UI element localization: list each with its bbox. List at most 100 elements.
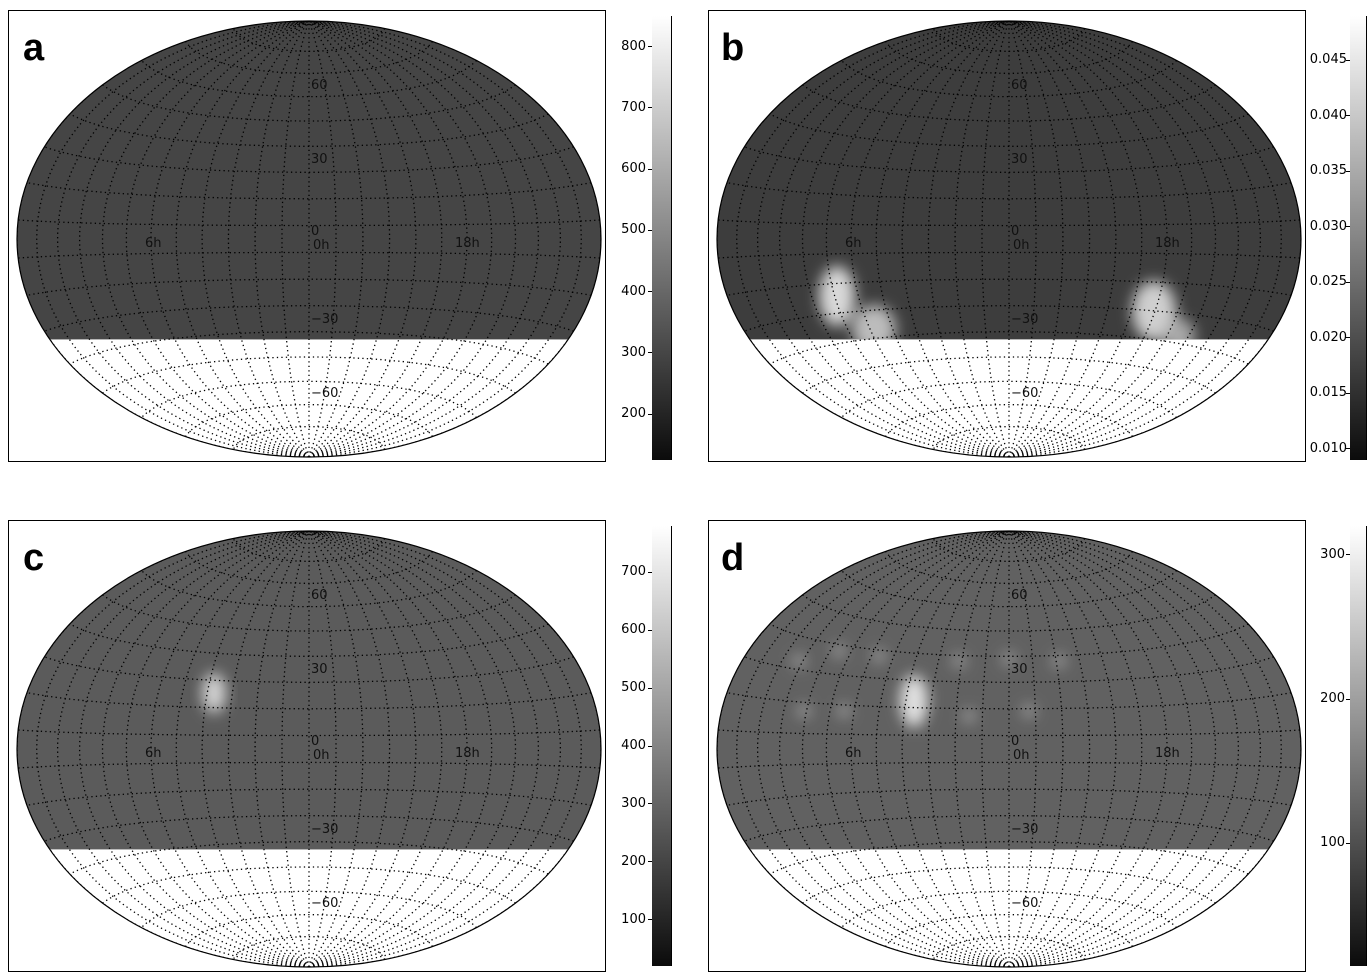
grid-label-lat-30: 30 bbox=[1011, 662, 1028, 677]
graticule-c bbox=[17, 531, 601, 967]
colorbar-tick-label: 0.035 bbox=[1309, 163, 1347, 179]
grid-label-ra-6h: 6h bbox=[145, 746, 162, 761]
colorbar-b: 0.045 0.040 0.035 0.030 0.025 0.020 0.015 0.010 bbox=[1310, 16, 1367, 460]
grid-label-ra-18h: 18h bbox=[455, 746, 480, 761]
colorbar-tick-label: 0.040 bbox=[1309, 107, 1347, 123]
colorbar-tick-mark bbox=[648, 803, 652, 805]
colorbar-tick-label: 0.015 bbox=[1309, 385, 1347, 401]
sky-map-b: 60 30 0 −30 −60 6h 0h 18h bbox=[716, 20, 1302, 458]
colorbar-tick-mark bbox=[648, 861, 652, 863]
colorbar-strip-c bbox=[652, 526, 672, 966]
grid-label-lat-m60: −60 bbox=[311, 896, 338, 911]
map-frame-d: 60 30 0 −30 −60 6h 0h 18h d bbox=[708, 520, 1306, 972]
grid-label-lat-0: 0 bbox=[311, 224, 319, 239]
colorbar-tick-mark bbox=[648, 919, 652, 921]
colorbar-strip-a bbox=[652, 16, 672, 460]
colorbar-tick-mark bbox=[648, 745, 652, 747]
colorbar-tick-label: 0.045 bbox=[1309, 52, 1347, 68]
colorbar-tick-mark bbox=[1346, 392, 1350, 394]
colorbar-c: 700 600 500 400 300 200 100 bbox=[621, 526, 692, 966]
grid-label-lat-m60: −60 bbox=[1011, 896, 1038, 911]
panel-label-b: b bbox=[721, 27, 745, 69]
colorbar-strip-b bbox=[1350, 16, 1367, 460]
grid-label-ra-0h: 0h bbox=[313, 748, 330, 763]
colorbar-a: 800 700 600 500 400 300 200 bbox=[621, 16, 692, 460]
colorbar-tick-label: 500 bbox=[621, 680, 646, 696]
colorbar-tick-label: 600 bbox=[621, 622, 646, 638]
colorbar-tick-mark bbox=[648, 629, 652, 631]
colorbar-tick-label: 200 bbox=[1320, 691, 1345, 707]
grid-label-lat-60: 60 bbox=[1011, 78, 1028, 93]
colorbar-tick-label: 600 bbox=[621, 161, 646, 177]
grid-label-ra-6h: 6h bbox=[845, 236, 862, 251]
panel-label-c: c bbox=[23, 537, 45, 579]
panel-c: 60 30 0 −30 −60 6h 0h 18h c 700 600 500 400 300 200 1… bbox=[0, 510, 692, 972]
colorbar-tick-label: 0.030 bbox=[1309, 218, 1347, 234]
grid-label-lat-0: 0 bbox=[311, 734, 319, 749]
colorbar-tick-mark bbox=[1346, 59, 1350, 61]
graticule-b bbox=[717, 21, 1301, 457]
colorbar-tick-label: 200 bbox=[621, 406, 646, 422]
grid-label-lat-m30: −30 bbox=[1011, 312, 1038, 327]
colorbar-tick-mark bbox=[648, 352, 652, 354]
grid-label-lat-m30: −30 bbox=[1011, 822, 1038, 837]
colorbar-strip-d bbox=[1350, 526, 1367, 966]
colorbar-tick-label: 0.025 bbox=[1309, 274, 1347, 290]
colorbar-tick-label: 100 bbox=[621, 911, 646, 927]
grid-label-ra-18h: 18h bbox=[1155, 236, 1180, 251]
colorbar-tick-label: 100 bbox=[1320, 835, 1345, 851]
grid-label-lat-m60: −60 bbox=[1011, 386, 1038, 401]
colorbar-tick-mark bbox=[648, 413, 652, 415]
colorbar-tick-mark bbox=[1346, 842, 1350, 844]
colorbar-tick-label: 0.020 bbox=[1309, 329, 1347, 345]
colorbar-tick-label: 700 bbox=[621, 564, 646, 580]
colorbar-tick-label: 400 bbox=[621, 283, 646, 299]
grid-label-lat-0: 0 bbox=[1011, 734, 1019, 749]
colorbar-tick-label: 700 bbox=[621, 99, 646, 115]
graticule-d bbox=[717, 531, 1301, 967]
map-frame-c: 60 30 0 −30 −60 6h 0h 18h c bbox=[8, 520, 606, 972]
colorbar-tick-mark bbox=[648, 46, 652, 48]
colorbar-tick-label: 800 bbox=[621, 38, 646, 54]
grid-label-ra-0h: 0h bbox=[1013, 748, 1030, 763]
panel-label-a: a bbox=[23, 27, 45, 69]
grid-label-lat-30: 30 bbox=[1011, 152, 1028, 167]
colorbar-tick-label: 0.010 bbox=[1309, 440, 1347, 456]
colorbar-tick-mark bbox=[1346, 170, 1350, 172]
sky-map-d: 60 30 0 −30 −60 6h 0h 18h bbox=[716, 530, 1302, 968]
sky-map-a: 60 30 0 −30 −60 6h 0h 18h bbox=[16, 20, 602, 458]
grid-label-lat-30: 30 bbox=[311, 662, 328, 677]
map-frame-a: 60 30 0 −30 −60 6h 0h 18h a bbox=[8, 10, 606, 462]
grid-label-lat-60: 60 bbox=[311, 78, 328, 93]
grid-label-lat-m30: −30 bbox=[311, 822, 338, 837]
map-outline-a bbox=[16, 20, 602, 458]
map-outline-b bbox=[716, 20, 1302, 458]
colorbar-tick-label: 400 bbox=[621, 738, 646, 753]
colorbar-tick-label: 200 bbox=[621, 853, 646, 869]
colorbar-tick-label: 300 bbox=[621, 795, 646, 811]
grid-label-lat-60: 60 bbox=[1011, 588, 1028, 603]
colorbar-tick-mark bbox=[648, 291, 652, 293]
grid-label-lat-30: 30 bbox=[311, 152, 328, 167]
colorbar-tick-mark bbox=[1346, 281, 1350, 283]
map-frame-b: 60 30 0 −30 −60 6h 0h 18h b bbox=[708, 10, 1306, 462]
colorbar-tick-label: 500 bbox=[621, 222, 646, 238]
colorbar-tick-label: 300 bbox=[1320, 546, 1345, 562]
grid-label-ra-0h: 0h bbox=[1013, 238, 1030, 253]
panel-d: 60 30 0 −30 −60 6h 0h 18h d 300 200 100 bbox=[700, 510, 1367, 972]
colorbar-tick-mark bbox=[648, 229, 652, 231]
colorbar-tick-mark bbox=[1346, 115, 1350, 117]
colorbar-tick-mark bbox=[1346, 448, 1350, 450]
sky-map-c: 60 30 0 −30 −60 6h 0h 18h bbox=[16, 530, 602, 968]
colorbar-tick-mark bbox=[1346, 698, 1350, 700]
grid-label-ra-0h: 0h bbox=[313, 238, 330, 253]
colorbar-tick-label: 300 bbox=[621, 344, 646, 360]
grid-label-lat-0: 0 bbox=[1011, 224, 1019, 239]
colorbar-tick-mark bbox=[648, 107, 652, 109]
colorbar-tick-mark bbox=[648, 687, 652, 689]
graticule-a bbox=[17, 21, 601, 457]
grid-label-ra-6h: 6h bbox=[845, 746, 862, 761]
colorbar-tick-mark bbox=[1346, 226, 1350, 228]
grid-label-ra-18h: 18h bbox=[1155, 746, 1180, 761]
colorbar-tick-mark bbox=[648, 571, 652, 573]
